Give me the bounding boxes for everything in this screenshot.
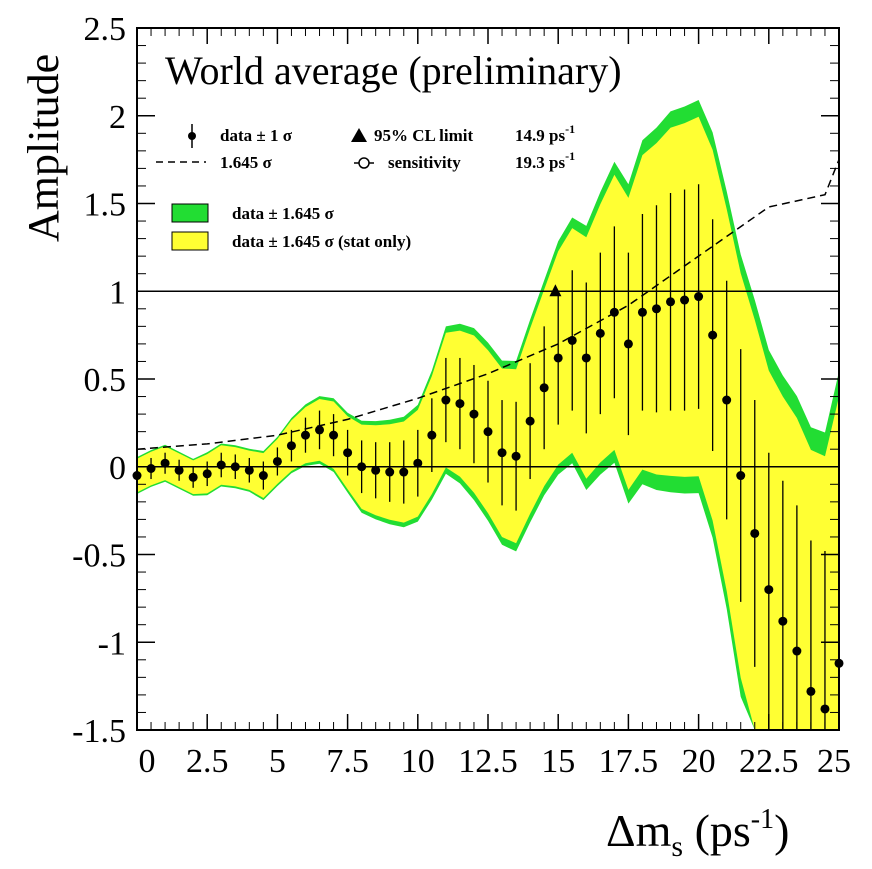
legend-sensitivity-value: 19.3 ps-1 <box>515 149 575 172</box>
x-tick-label: 12.5 <box>458 743 518 780</box>
data-point <box>666 297 676 307</box>
data-point <box>174 465 184 475</box>
data-point <box>230 462 240 472</box>
data-point <box>750 528 760 538</box>
x-tick-label: 22.5 <box>739 743 799 780</box>
data-point <box>216 460 226 470</box>
data-point <box>286 441 296 451</box>
data-point <box>553 353 563 363</box>
data-point <box>637 307 647 317</box>
data-point <box>567 335 577 345</box>
data-point <box>511 451 521 461</box>
data-point <box>427 430 437 440</box>
data-point <box>581 353 591 363</box>
data-point <box>244 465 254 475</box>
y-tick-label: 2.5 <box>84 11 127 48</box>
data-point <box>764 585 774 595</box>
y-tick-label: 1.5 <box>84 187 127 224</box>
y-tick-label: 2 <box>109 99 126 136</box>
x-tick-label: 17.5 <box>599 743 659 780</box>
x-tick-label: 15 <box>541 743 575 780</box>
data-point <box>399 467 409 477</box>
x-axis-title: Δms (ps-1) <box>606 804 789 863</box>
legend-point-icon <box>188 132 196 140</box>
data-point <box>413 458 423 468</box>
data-point <box>623 339 633 349</box>
y-tick-label: -0.5 <box>72 538 126 575</box>
x-tick-label: 25 <box>817 743 851 780</box>
legend-sigma-1645: 1.645 σ <box>220 153 273 172</box>
data-point <box>343 448 353 458</box>
data-point <box>160 458 170 468</box>
data-point <box>300 430 310 440</box>
x-tick-label: 0 <box>139 743 156 780</box>
data-point <box>722 395 732 405</box>
y-tick-label: 0 <box>109 450 126 487</box>
data-point <box>258 471 268 481</box>
data-point <box>329 430 339 440</box>
data-point <box>385 467 395 477</box>
data-point <box>694 292 704 302</box>
y-axis-title: Amplitude <box>19 54 68 242</box>
data-point <box>469 409 479 419</box>
x-axis-ticks: 0 2.5 5 7.5 10 12.5 15 17.5 20 22.5 25 <box>136 28 851 780</box>
data-point <box>792 646 802 656</box>
legend-sensitivity-icon <box>358 157 370 169</box>
data-point <box>272 456 282 466</box>
y-tick-label: 0.5 <box>84 362 127 399</box>
data-point <box>595 328 605 338</box>
cl-limit-triangle <box>549 284 562 297</box>
data-point <box>188 472 198 482</box>
data-point <box>525 416 535 426</box>
data-point <box>708 330 718 340</box>
data-point <box>539 383 549 393</box>
legend-cl-limit-value: 14.9 ps-1 <box>515 122 575 145</box>
legend-data-1sigma: data ± 1 σ <box>220 126 293 145</box>
y-tick-label: -1.5 <box>72 713 126 750</box>
legend-band-yellow: data ± 1.645 σ (stat only) <box>232 232 411 251</box>
data-point <box>371 465 381 475</box>
x-tick-label: 20 <box>682 743 716 780</box>
legend-sensitivity-label: sensitivity <box>388 153 461 172</box>
data-point <box>357 462 367 472</box>
data-point <box>820 704 830 714</box>
data-point <box>680 295 690 305</box>
chart-title: World average (preliminary) <box>165 48 622 93</box>
legend-triangle-icon <box>351 128 367 142</box>
y-tick-label: 1 <box>109 274 126 311</box>
y-tick-label: -1 <box>98 625 126 662</box>
data-point <box>455 399 465 409</box>
data-point <box>651 304 661 314</box>
data-point <box>609 307 619 317</box>
legend-band-green: data ± 1.645 σ <box>232 204 334 223</box>
data-point <box>202 469 212 479</box>
legend: data ± 1 σ 95% CL limit 14.9 ps-1 1.645 … <box>156 122 575 251</box>
data-point <box>497 448 507 458</box>
data-point <box>315 425 325 435</box>
x-tick-label: 5 <box>269 743 286 780</box>
data-point <box>736 471 746 481</box>
x-tick-label: 2.5 <box>186 743 229 780</box>
x-tick-label: 7.5 <box>326 743 369 780</box>
legend-yellow-swatch <box>171 231 209 251</box>
data-point <box>146 464 156 474</box>
data-point <box>778 616 788 626</box>
legend-cl-limit-label: 95% CL limit <box>374 126 474 145</box>
x-tick-label: 10 <box>401 743 435 780</box>
y-axis-ticks: -1.5 -1 -0.5 0 0.5 1 1.5 2 2.5 <box>72 11 839 750</box>
data-point <box>806 686 816 696</box>
data-point <box>483 427 493 437</box>
data-point <box>441 395 451 405</box>
legend-green-swatch <box>171 203 209 223</box>
